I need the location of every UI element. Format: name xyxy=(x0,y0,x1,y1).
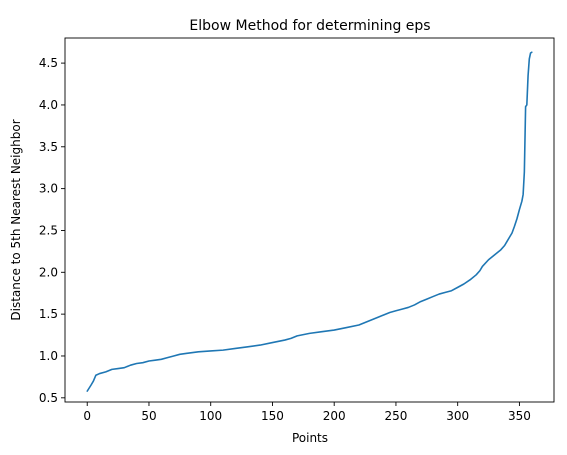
y-tick-label: 4.5 xyxy=(39,56,58,70)
y-tick-label: 2.5 xyxy=(39,223,58,237)
y-axis-label: Distance to 5th Nearest Neighbor xyxy=(9,119,23,320)
x-tick-label: 300 xyxy=(446,409,469,423)
y-tick-label: 1.0 xyxy=(39,349,58,363)
x-tick-label: 50 xyxy=(141,409,156,423)
x-tick-label: 100 xyxy=(199,409,222,423)
x-tick-label: 0 xyxy=(83,409,91,423)
y-tick-label: 2.0 xyxy=(39,265,58,279)
y-tick-label: 1.5 xyxy=(39,307,58,321)
y-tick-label: 3.0 xyxy=(39,182,58,196)
y-tick-label: 3.5 xyxy=(39,140,58,154)
x-tick-label: 350 xyxy=(508,409,531,423)
x-tick-label: 200 xyxy=(323,409,346,423)
x-tick-label: 250 xyxy=(384,409,407,423)
x-axis-label: Points xyxy=(292,431,328,445)
x-tick-label: 150 xyxy=(261,409,284,423)
y-tick-label: 0.5 xyxy=(39,391,58,405)
y-tick-label: 4.0 xyxy=(39,98,58,112)
chart-title: Elbow Method for determining eps xyxy=(189,18,430,34)
